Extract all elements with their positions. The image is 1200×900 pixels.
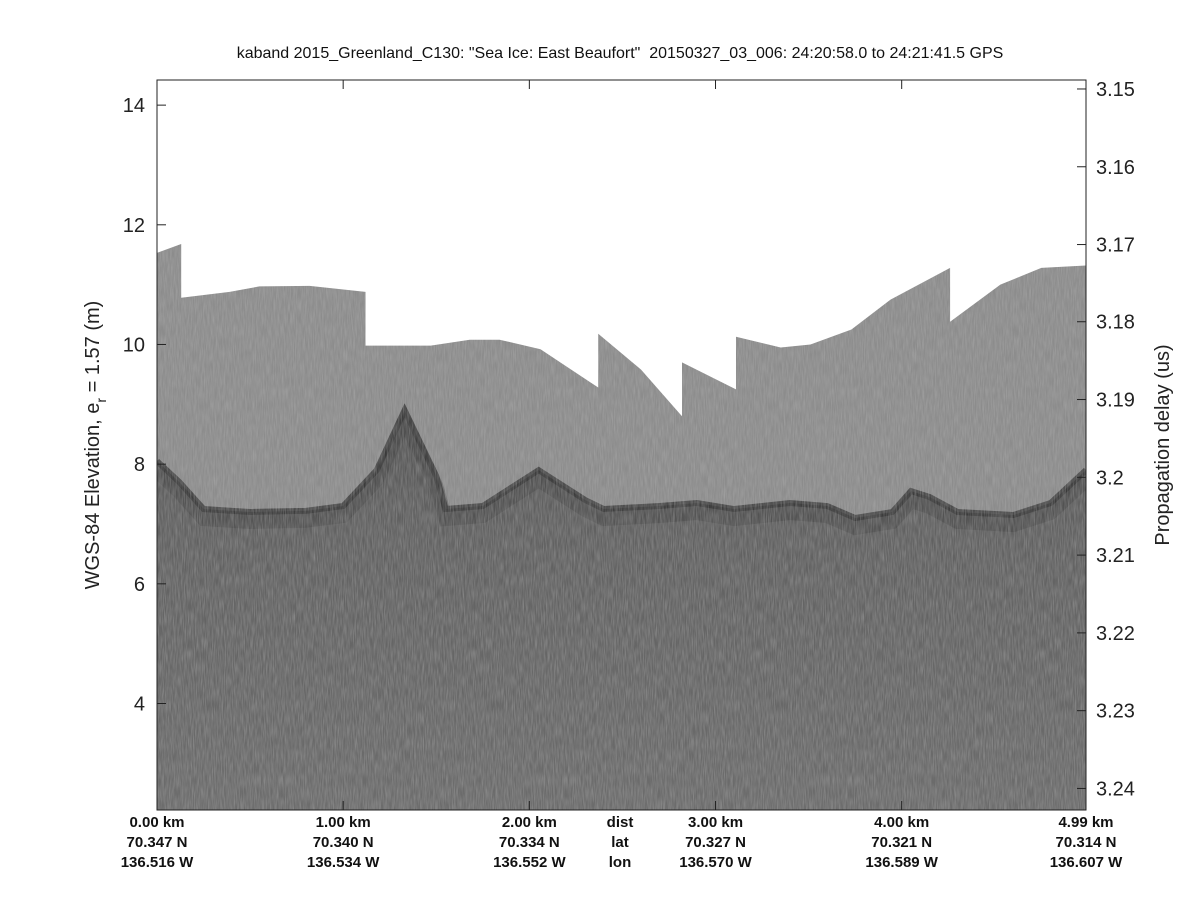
x-tick-label-lon: 136.589 W bbox=[865, 854, 938, 871]
y-right-tick-label: 3.22 bbox=[1096, 623, 1135, 645]
x-tick-label-lon: 136.570 W bbox=[679, 854, 752, 871]
x-tick-label-lat: 70.321 N bbox=[871, 834, 932, 851]
x-tick-label-lat: 70.347 N bbox=[127, 834, 188, 851]
y-right-tick-label: 3.18 bbox=[1096, 312, 1135, 334]
y-right-tick-label: 3.17 bbox=[1096, 235, 1135, 257]
y-left-tick-label: 12 bbox=[123, 215, 145, 237]
lat-row-label: lat bbox=[611, 834, 629, 851]
lon-row-label: lon bbox=[609, 854, 632, 871]
y-right-tick-label: 3.24 bbox=[1096, 778, 1135, 800]
y-left-tick-label: 6 bbox=[134, 574, 145, 596]
y-right-tick-label: 3.19 bbox=[1096, 390, 1135, 412]
x-tick-label-dist: 1.00 km bbox=[316, 814, 371, 831]
x-tick-label-dist: 2.00 km bbox=[502, 814, 557, 831]
x-tick-label-dist: 0.00 km bbox=[129, 814, 184, 831]
no-data-region bbox=[157, 80, 1086, 417]
echogram-image bbox=[157, 80, 1086, 810]
dist-row-label: dist bbox=[607, 814, 634, 831]
x-tick-label-lat: 70.327 N bbox=[685, 834, 746, 851]
x-tick-label-dist: 4.00 km bbox=[874, 814, 929, 831]
y-axis-left-label: WGS-84 Elevation, er = 1.57 (m) bbox=[82, 301, 109, 590]
plot-frame bbox=[156, 79, 1087, 811]
y-left-tick-label: 4 bbox=[134, 693, 145, 715]
chart-title: kaband 2015_Greenland_C130: "Sea Ice: Ea… bbox=[237, 45, 1004, 62]
y-left-tick-label: 14 bbox=[123, 95, 145, 117]
x-tick-label-lon: 136.607 W bbox=[1050, 854, 1123, 871]
y-left-tick-label: 8 bbox=[134, 454, 145, 476]
y-right-tick-label: 3.21 bbox=[1096, 545, 1135, 567]
y-right-tick-label: 3.2 bbox=[1096, 467, 1124, 489]
y-right-tick-label: 3.16 bbox=[1096, 157, 1135, 179]
x-tick-label-lon: 136.534 W bbox=[307, 854, 380, 871]
y-left-tick-label: 10 bbox=[123, 334, 145, 356]
x-tick-label-lat: 70.314 N bbox=[1056, 834, 1117, 851]
y-right-tick-label: 3.15 bbox=[1096, 79, 1135, 101]
x-tick-label-lon: 136.552 W bbox=[493, 854, 566, 871]
y-right-tick-label: 3.23 bbox=[1096, 701, 1135, 723]
x-tick-label-lat: 70.340 N bbox=[313, 834, 374, 851]
x-tick-label-dist: 3.00 km bbox=[688, 814, 743, 831]
x-tick-label-lon: 136.516 W bbox=[121, 854, 194, 871]
x-tick-label-lat: 70.334 N bbox=[499, 834, 560, 851]
y-axis-right-label: Propagation delay (us) bbox=[1152, 344, 1174, 545]
x-tick-label-dist: 4.99 km bbox=[1058, 814, 1113, 831]
